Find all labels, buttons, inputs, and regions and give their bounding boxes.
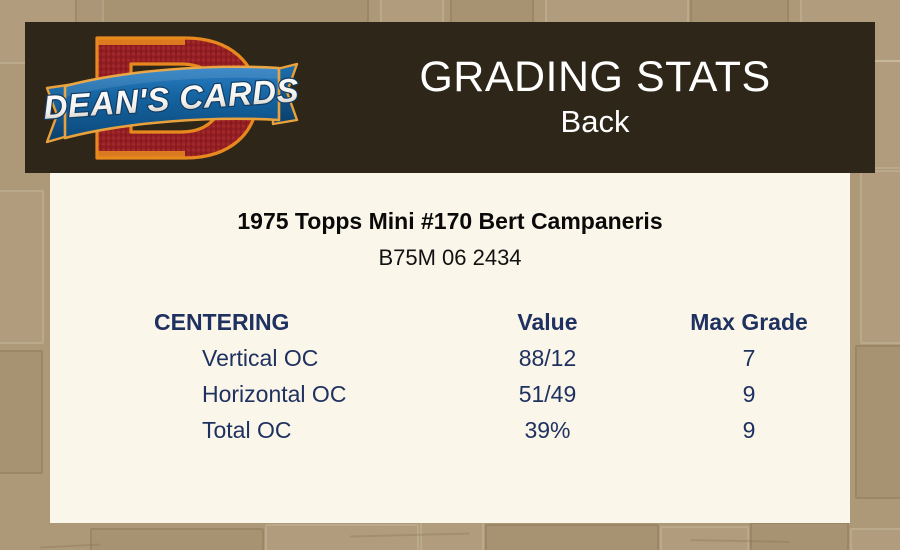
table-header-row: CENTERING Value Max Grade — [50, 305, 850, 341]
header-title-group: GRADING STATS Back — [315, 22, 875, 173]
logo-ribbon — [45, 62, 299, 144]
page-subtitle: Back — [560, 104, 630, 140]
content-panel: 1975 Topps Mini #170 Bert Campaneris B75… — [50, 173, 850, 523]
deans-cards-logo: DEAN'S CARDS — [35, 24, 305, 172]
background-card-texture — [660, 526, 749, 550]
card-title: 1975 Topps Mini #170 Bert Campaneris — [237, 208, 663, 234]
background-card-texture — [0, 190, 44, 344]
table-row: Total OC 39% 9 — [50, 413, 850, 449]
stat-label: Total OC — [202, 417, 292, 444]
stat-max-grade: 9 — [742, 381, 756, 408]
column-header-value: Value — [517, 309, 578, 336]
background-card-texture — [850, 528, 900, 550]
stat-value: 88/12 — [518, 345, 577, 372]
stat-label: Vertical OC — [202, 345, 319, 372]
column-header-max-grade: Max Grade — [690, 309, 808, 336]
stat-value: 39% — [524, 417, 571, 444]
column-header-centering: CENTERING — [154, 309, 290, 336]
background-card-texture — [855, 345, 900, 499]
table-row: Horizontal OC 51/49 9 — [50, 377, 850, 413]
background-card-texture — [750, 522, 849, 550]
stat-max-grade: 7 — [742, 345, 756, 372]
background-card-texture — [90, 528, 264, 550]
background-card-texture — [860, 170, 900, 344]
background-card-texture — [0, 350, 43, 474]
stat-value: 51/49 — [518, 381, 577, 408]
page-title: GRADING STATS — [419, 53, 771, 102]
grading-stats-table: CENTERING Value Max Grade Vertical OC 88… — [50, 305, 850, 449]
header-bar: DEAN'S CARDS GRADING STATS Back — [25, 22, 875, 173]
card-serial-number: B75M 06 2434 — [378, 244, 522, 270]
background-card-texture — [485, 524, 659, 550]
stat-label: Horizontal OC — [202, 381, 347, 408]
background-card-texture — [265, 524, 419, 550]
stat-max-grade: 9 — [742, 417, 756, 444]
table-row: Vertical OC 88/12 7 — [50, 341, 850, 377]
